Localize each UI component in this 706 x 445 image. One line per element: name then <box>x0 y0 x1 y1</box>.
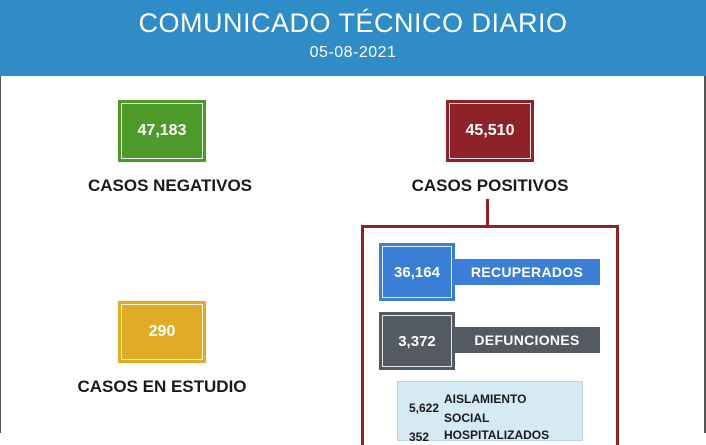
aislamiento-value: 5,622 <box>409 401 440 415</box>
aislamiento-label-line1: AISLAMIENTO <box>444 392 527 406</box>
estudio-value-box: 290 <box>118 301 206 363</box>
aislamiento-label-line2: SOCIAL <box>444 411 490 425</box>
page-title: COMUNICADO TÉCNICO DIARIO <box>138 8 568 38</box>
left-border <box>0 76 1 433</box>
positivos-value: 45,510 <box>465 122 515 139</box>
aislamiento-box: 5,622 AISLAMIENTO SOCIAL 352 HOSPITALIZA… <box>397 381 583 444</box>
recuperados-value-box: 36,164 <box>379 243 455 301</box>
header-banner: COMUNICADO TÉCNICO DIARIO 05-08-2021 <box>0 0 706 76</box>
aislamiento-label: AISLAMIENTO SOCIAL <box>444 390 526 428</box>
hospitalizados-value: 352 <box>409 430 430 444</box>
estudio-label: CASOS EN ESTUDIO <box>77 377 247 396</box>
defunciones-label: DEFUNCIONES <box>454 327 600 353</box>
recuperados-label: RECUPERADOS <box>454 259 600 285</box>
negativos-value: 47,183 <box>137 122 187 139</box>
positivos-breakdown-frame <box>361 225 619 445</box>
defunciones-value: 3,372 <box>398 332 436 350</box>
negativos-label: CASOS NEGATIVOS <box>87 176 253 195</box>
positivos-value-box: 45,510 <box>446 100 534 162</box>
positivos-connector <box>486 199 489 226</box>
estudio-value: 290 <box>148 323 176 340</box>
hospitalizados-label: HOSPITALIZADOS <box>444 428 550 442</box>
recuperados-value: 36,164 <box>394 263 440 281</box>
right-border <box>704 76 706 433</box>
negativos-value-box: 47,183 <box>118 100 206 162</box>
positivos-label: CASOS POSITIVOS <box>411 176 569 195</box>
report-date: 05-08-2021 <box>309 44 397 61</box>
defunciones-value-box: 3,372 <box>379 312 455 370</box>
